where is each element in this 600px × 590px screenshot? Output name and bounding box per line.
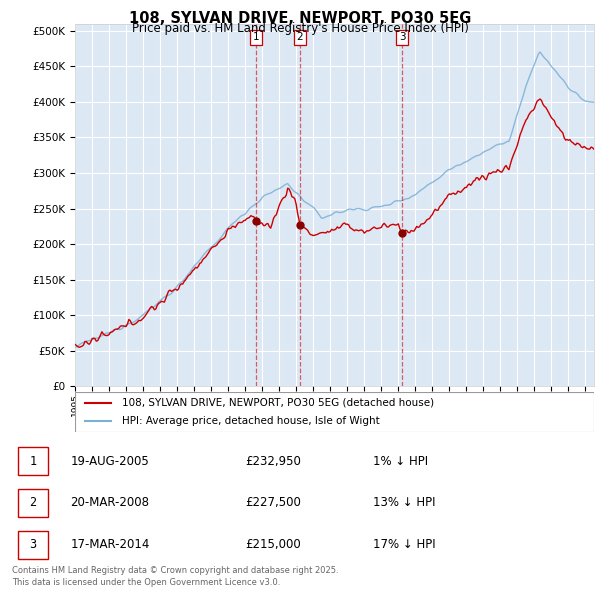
Text: Contains HM Land Registry data © Crown copyright and database right 2025.
This d: Contains HM Land Registry data © Crown c… [12, 566, 338, 587]
Text: £227,500: £227,500 [245, 496, 301, 510]
Text: HPI: Average price, detached house, Isle of Wight: HPI: Average price, detached house, Isle… [122, 415, 379, 425]
Text: Price paid vs. HM Land Registry's House Price Index (HPI): Price paid vs. HM Land Registry's House … [131, 22, 469, 35]
Text: 17-MAR-2014: 17-MAR-2014 [70, 538, 149, 551]
Text: 19-AUG-2005: 19-AUG-2005 [70, 455, 149, 468]
Text: 3: 3 [399, 32, 406, 42]
Text: 1: 1 [253, 32, 259, 42]
FancyBboxPatch shape [18, 531, 48, 559]
Text: 108, SYLVAN DRIVE, NEWPORT, PO30 5EG: 108, SYLVAN DRIVE, NEWPORT, PO30 5EG [129, 11, 471, 25]
Text: 2: 2 [29, 496, 37, 510]
FancyBboxPatch shape [18, 489, 48, 517]
FancyBboxPatch shape [18, 447, 48, 475]
Text: 13% ↓ HPI: 13% ↓ HPI [373, 496, 436, 510]
Text: 3: 3 [29, 538, 37, 551]
Text: 1% ↓ HPI: 1% ↓ HPI [373, 455, 428, 468]
Text: 20-MAR-2008: 20-MAR-2008 [70, 496, 149, 510]
Text: 2: 2 [296, 32, 303, 42]
Text: 17% ↓ HPI: 17% ↓ HPI [373, 538, 436, 551]
Text: 108, SYLVAN DRIVE, NEWPORT, PO30 5EG (detached house): 108, SYLVAN DRIVE, NEWPORT, PO30 5EG (de… [122, 398, 434, 408]
Text: 1: 1 [29, 455, 37, 468]
Text: £215,000: £215,000 [245, 538, 301, 551]
Text: £232,950: £232,950 [245, 455, 301, 468]
